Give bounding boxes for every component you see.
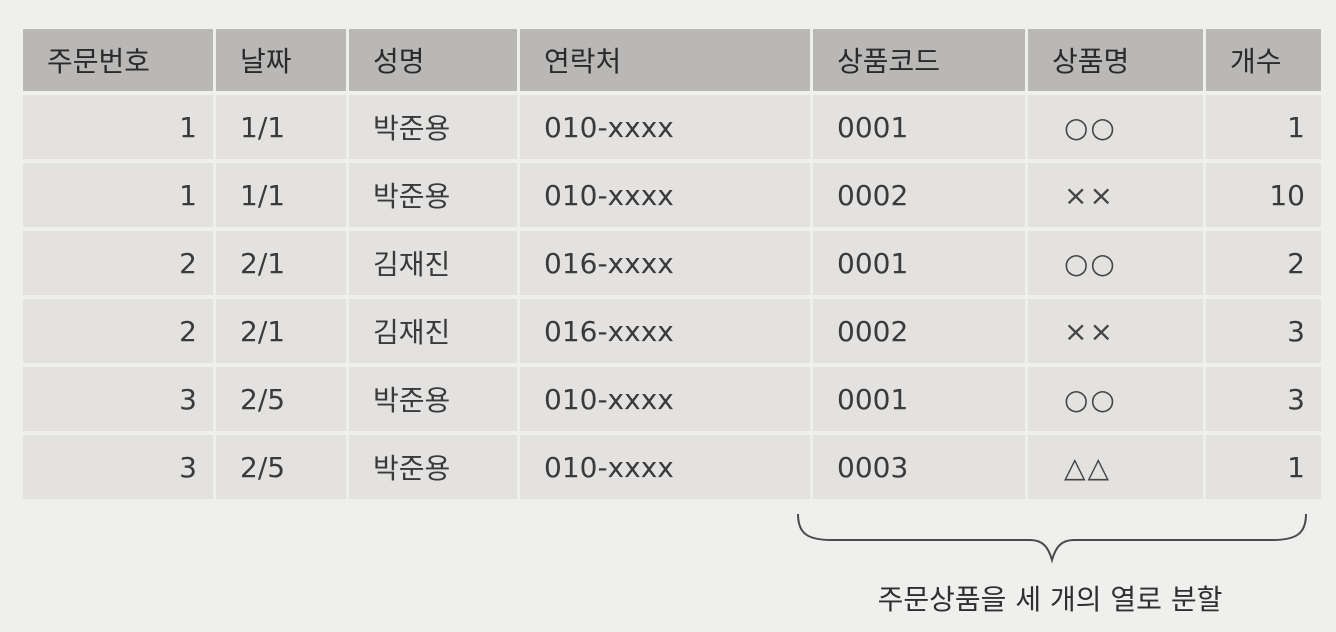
- cell-quantity: 3: [1206, 299, 1321, 363]
- header-name: 성명: [349, 29, 517, 91]
- cell-product-name: △△: [1028, 435, 1203, 499]
- cell-date: 1/1: [216, 163, 346, 227]
- cell-product-code: 0002: [813, 299, 1025, 363]
- cell-order-number: 1: [23, 95, 213, 159]
- split-annotation-caption: 주문상품을 세 개의 열로 분할: [877, 583, 1223, 616]
- header-contact: 연락처: [520, 29, 810, 91]
- cell-contact: 010-xxxx: [520, 163, 810, 227]
- cell-date: 2/5: [216, 435, 346, 499]
- table-row: 2 2/1 김재진 016-xxxx 0002 ×× 3: [23, 299, 1321, 363]
- header-quantity: 개수: [1206, 29, 1321, 91]
- cell-order-number: 3: [23, 435, 213, 499]
- cell-order-number: 2: [23, 299, 213, 363]
- cell-contact: 010-xxxx: [520, 435, 810, 499]
- cell-date: 2/1: [216, 299, 346, 363]
- order-table: 주문번호 날짜 성명 연락처 상품코드 상품명 개수 1 1/1 박준용 010…: [20, 25, 1324, 503]
- cell-contact: 016-xxxx: [520, 231, 810, 295]
- table-row: 2 2/1 김재진 016-xxxx 0001 ○○ 2: [23, 231, 1321, 295]
- cell-product-code: 0002: [813, 163, 1025, 227]
- table-row: 1 1/1 박준용 010-xxxx 0002 ×× 10: [23, 163, 1321, 227]
- cell-product-code: 0001: [813, 231, 1025, 295]
- cell-product-name: ○○: [1028, 367, 1203, 431]
- curly-brace-icon: [797, 513, 1307, 564]
- cell-name: 박준용: [349, 435, 517, 499]
- cell-date: 1/1: [216, 95, 346, 159]
- cell-contact: 016-xxxx: [520, 299, 810, 363]
- cell-contact: 010-xxxx: [520, 367, 810, 431]
- header-order-number: 주문번호: [23, 29, 213, 91]
- cell-quantity: 1: [1206, 435, 1321, 499]
- header-product-code: 상품코드: [813, 29, 1025, 91]
- table-row: 3 2/5 박준용 010-xxxx 0001 ○○ 3: [23, 367, 1321, 431]
- cell-name: 박준용: [349, 95, 517, 159]
- cell-name: 김재진: [349, 299, 517, 363]
- cell-order-number: 1: [23, 163, 213, 227]
- cell-date: 2/1: [216, 231, 346, 295]
- cell-order-number: 2: [23, 231, 213, 295]
- cell-quantity: 1: [1206, 95, 1321, 159]
- cell-order-number: 3: [23, 367, 213, 431]
- cell-contact: 010-xxxx: [520, 95, 810, 159]
- cell-product-name: ○○: [1028, 95, 1203, 159]
- cell-product-code: 0001: [813, 95, 1025, 159]
- table-row: 1 1/1 박준용 010-xxxx 0001 ○○ 1: [23, 95, 1321, 159]
- cell-name: 박준용: [349, 163, 517, 227]
- cell-product-name: ○○: [1028, 231, 1203, 295]
- cell-name: 김재진: [349, 231, 517, 295]
- cell-product-name: ××: [1028, 163, 1203, 227]
- cell-date: 2/5: [216, 367, 346, 431]
- header-date: 날짜: [216, 29, 346, 91]
- cell-product-name: ××: [1028, 299, 1203, 363]
- table-header-row: 주문번호 날짜 성명 연락처 상품코드 상품명 개수: [23, 29, 1321, 91]
- header-product-name: 상품명: [1028, 29, 1203, 91]
- cell-quantity: 3: [1206, 367, 1321, 431]
- cell-quantity: 2: [1206, 231, 1321, 295]
- cell-quantity: 10: [1206, 163, 1321, 227]
- order-table-container: 주문번호 날짜 성명 연락처 상품코드 상품명 개수 1 1/1 박준용 010…: [20, 25, 1321, 503]
- cell-product-code: 0001: [813, 367, 1025, 431]
- table-row: 3 2/5 박준용 010-xxxx 0003 △△ 1: [23, 435, 1321, 499]
- cell-product-code: 0003: [813, 435, 1025, 499]
- cell-name: 박준용: [349, 367, 517, 431]
